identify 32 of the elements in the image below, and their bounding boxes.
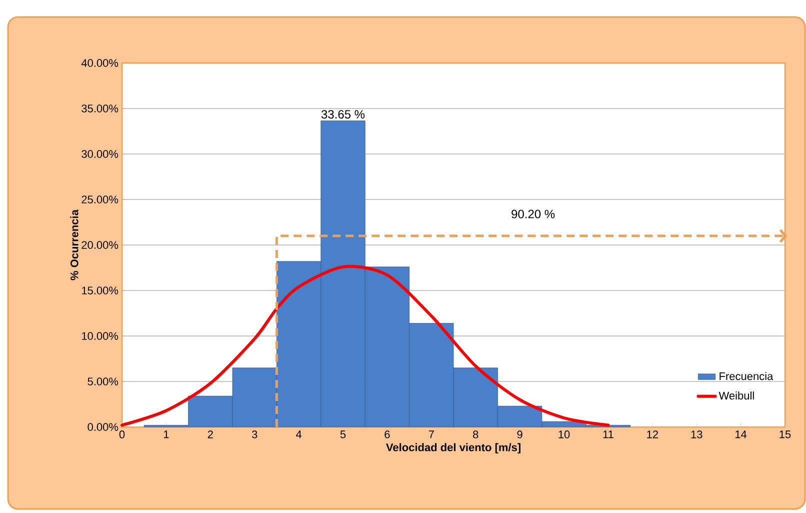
x-tick-label: 15	[780, 430, 791, 438]
y-tick-label: 5.00%	[88, 378, 118, 386]
y-tick-label: 25.00%	[82, 196, 118, 204]
x-tick-label: 5	[340, 430, 346, 438]
legend-label: Weibull	[718, 391, 754, 400]
annotation: 90.20 %	[512, 210, 555, 218]
x-tick-label: 0	[119, 430, 125, 438]
x-tick-label: 2	[208, 430, 213, 438]
x-tick-label: 4	[296, 430, 302, 438]
y-tick-label: 0.00%	[88, 423, 118, 431]
line-series	[120, 264, 610, 427]
y-tick-label: 30.00%	[82, 150, 118, 158]
x-tick-label: 3	[252, 430, 258, 438]
y-tick-label: 35.00%	[82, 104, 118, 112]
y-tick-label: 40.00%	[81, 59, 118, 67]
x-tick-label: 8	[473, 430, 478, 438]
data-label: 33.65 %	[321, 110, 365, 119]
x-tick-label: 13	[691, 430, 702, 438]
legend-label: Frecuencia	[720, 372, 774, 380]
x-tick-label: 10	[558, 430, 570, 438]
y-axis-title: % Ocurrencia	[70, 209, 78, 280]
x-tick-label: 14	[736, 430, 747, 438]
y-tick-label: 15.00%	[82, 286, 118, 294]
x-tick-label: 6	[384, 430, 390, 438]
x-axis-title: Velocidad del viento [m/s]	[386, 443, 520, 454]
x-tick-label: 9	[517, 430, 522, 438]
x-tick-label: 11	[603, 430, 614, 438]
x-tick-label: 7	[428, 430, 434, 438]
y-tick-label: 20.00%	[82, 241, 118, 249]
x-tick-label: 1	[164, 430, 169, 438]
y-tick-label: 10.00%	[82, 332, 118, 340]
x-tick-label: 12	[647, 430, 658, 438]
